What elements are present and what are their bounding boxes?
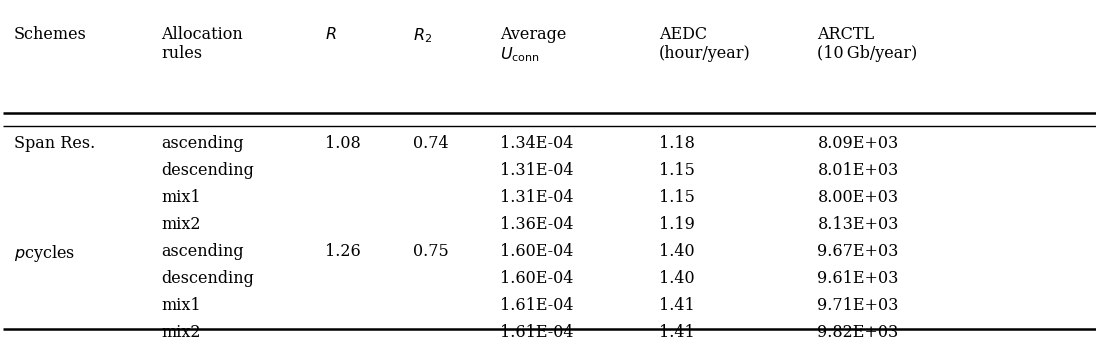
- Text: Average
$U_{\mathrm{conn}}$: Average $U_{\mathrm{conn}}$: [500, 26, 567, 64]
- Text: 9.82E+03: 9.82E+03: [818, 324, 899, 341]
- Text: $R_2$: $R_2$: [413, 26, 432, 45]
- Text: 9.67E+03: 9.67E+03: [818, 243, 899, 259]
- Text: mix2: mix2: [162, 324, 201, 341]
- Text: $R$: $R$: [325, 26, 337, 43]
- Text: ascending: ascending: [162, 135, 244, 151]
- Text: Schemes: Schemes: [13, 26, 87, 43]
- Text: 0.75: 0.75: [413, 243, 448, 259]
- Text: mix1: mix1: [162, 188, 201, 206]
- Text: 9.71E+03: 9.71E+03: [818, 297, 899, 314]
- Text: 1.18: 1.18: [658, 135, 695, 151]
- Text: 1.61E-04: 1.61E-04: [500, 297, 574, 314]
- Text: 1.31E-04: 1.31E-04: [500, 161, 574, 178]
- Text: 1.36E-04: 1.36E-04: [500, 216, 574, 233]
- Text: 1.19: 1.19: [658, 216, 695, 233]
- Text: $p$cycles: $p$cycles: [13, 243, 75, 264]
- Text: 0.74: 0.74: [413, 135, 448, 151]
- Text: 1.60E-04: 1.60E-04: [500, 269, 574, 287]
- Text: 1.41: 1.41: [658, 297, 695, 314]
- Text: 1.26: 1.26: [325, 243, 362, 259]
- Text: 8.01E+03: 8.01E+03: [818, 161, 899, 178]
- Text: mix2: mix2: [162, 216, 201, 233]
- Text: ascending: ascending: [162, 243, 244, 259]
- Text: 8.09E+03: 8.09E+03: [818, 135, 899, 151]
- Text: AEDC
(hour/year): AEDC (hour/year): [658, 26, 751, 62]
- Text: descending: descending: [162, 161, 254, 178]
- Text: 1.41: 1.41: [658, 324, 695, 341]
- Text: mix1: mix1: [162, 297, 201, 314]
- Text: 1.40: 1.40: [658, 243, 695, 259]
- Text: Span Res.: Span Res.: [13, 135, 95, 151]
- Text: ARCTL
(10 Gb/year): ARCTL (10 Gb/year): [818, 26, 918, 62]
- Text: 8.00E+03: 8.00E+03: [818, 188, 899, 206]
- Text: 1.15: 1.15: [658, 161, 695, 178]
- Text: 1.61E-04: 1.61E-04: [500, 324, 574, 341]
- Text: Allocation
rules: Allocation rules: [162, 26, 243, 62]
- Text: 9.61E+03: 9.61E+03: [818, 269, 899, 287]
- Text: descending: descending: [162, 269, 254, 287]
- Text: 1.40: 1.40: [658, 269, 695, 287]
- Text: 1.08: 1.08: [325, 135, 362, 151]
- Text: 1.15: 1.15: [658, 188, 695, 206]
- Text: 8.13E+03: 8.13E+03: [818, 216, 899, 233]
- Text: 1.34E-04: 1.34E-04: [500, 135, 574, 151]
- Text: 1.60E-04: 1.60E-04: [500, 243, 574, 259]
- Text: 1.31E-04: 1.31E-04: [500, 188, 574, 206]
